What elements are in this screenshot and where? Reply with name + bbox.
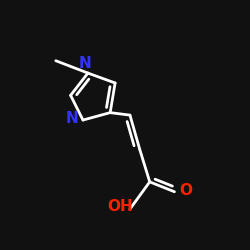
Text: O: O	[179, 183, 192, 198]
Text: OH: OH	[107, 199, 133, 214]
Text: N: N	[79, 56, 92, 71]
Text: N: N	[66, 111, 78, 126]
